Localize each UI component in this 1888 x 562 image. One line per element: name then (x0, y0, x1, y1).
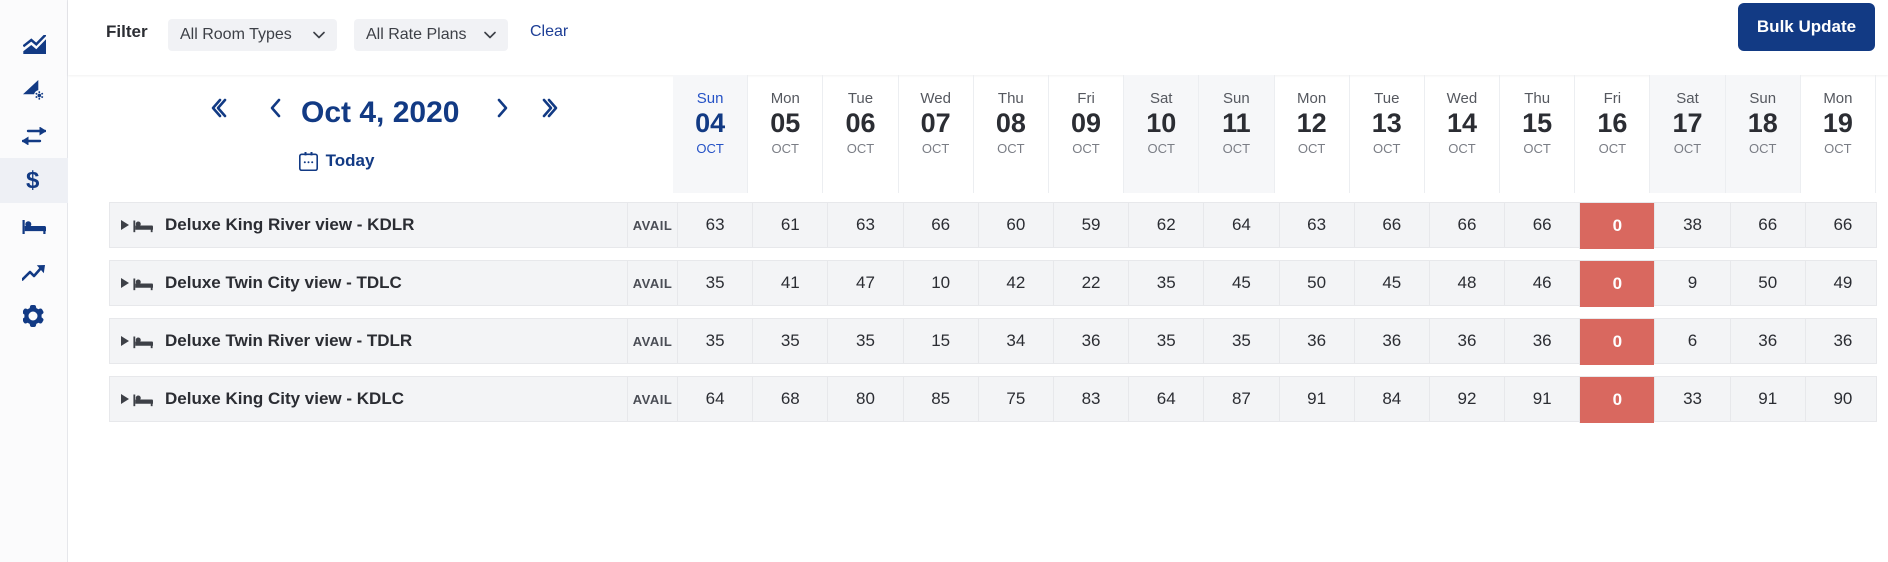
svg-text:$: $ (26, 168, 40, 194)
